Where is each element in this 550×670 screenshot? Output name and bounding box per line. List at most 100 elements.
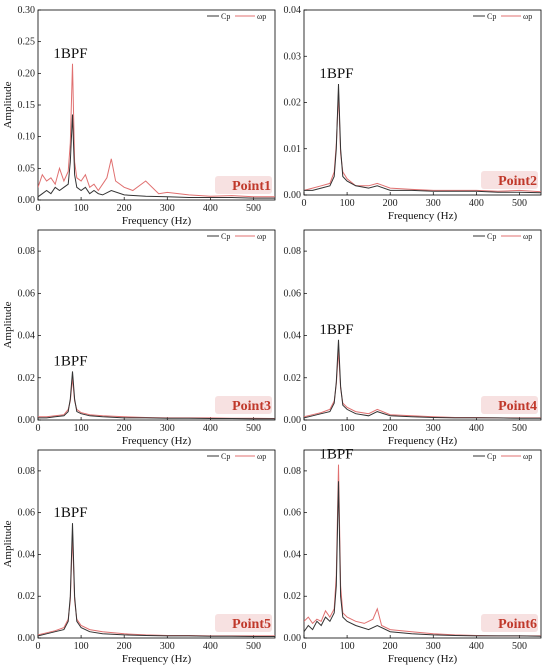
peak-annotation: 1BPF [53,46,87,62]
legend-label-omega-p: ωp [523,12,532,21]
x-tick-label: 400 [203,203,218,214]
x-tick-label: 500 [512,641,527,652]
legend-label-cp: Cp [221,232,230,241]
y-tick-label: 0.30 [18,5,36,16]
point-label-background [215,614,272,632]
x-tick-label: 300 [160,203,175,214]
series-line-cp [38,523,275,637]
x-tick-label: 200 [383,641,398,652]
plot-frame [37,229,276,421]
series-line-omega-p [304,464,541,637]
x-tick-label: 100 [340,423,355,434]
y-tick-label: 0.25 [18,37,36,48]
y-tick-label: 0.10 [18,132,36,143]
peak-annotation: 1BPF [319,322,353,338]
plot-frame [37,449,276,639]
point-label: Point2 [498,174,537,189]
x-axis-label: Frequency (Hz) [122,215,192,227]
x-tick-label: 0 [302,423,307,434]
x-tick-label: 0 [36,203,41,214]
legend-label-cp: Cp [221,12,230,21]
y-tick-label: 0.04 [284,5,302,16]
y-tick-label: 0.08 [18,246,36,257]
point-label: Point4 [498,399,537,414]
x-axis-label: Frequency (Hz) [388,653,458,665]
x-tick-label: 400 [203,641,218,652]
y-tick-label: 0.06 [18,288,36,299]
y-tick-label: 0.06 [284,288,302,299]
y-tick-label: 0.02 [284,98,302,109]
peak-annotation: 1BPF [53,505,87,521]
legend-label-cp: Cp [221,452,230,461]
x-tick-label: 400 [203,423,218,434]
x-tick-label: 300 [426,423,441,434]
x-axis-label: Frequency (Hz) [388,210,458,222]
y-tick-label: 0.08 [18,466,36,477]
x-tick-label: 200 [383,198,398,209]
x-axis-label: Frequency (Hz) [122,435,192,447]
legend-label-cp: Cp [487,452,496,461]
chart-panel-1: 0 100 200 300 400 500 0.00 0.05 0.10 0.15 0.20 0.25… [2,5,276,227]
series-line-cp [38,114,275,199]
y-tick-label: 0.03 [284,51,302,62]
y-tick-label: 0.00 [18,195,36,206]
x-tick-label: 0 [36,423,41,434]
y-tick-label: 0.04 [18,331,36,342]
x-tick-label: 200 [117,203,132,214]
y-tick-label: 0.04 [18,549,36,560]
y-tick-label: 0.08 [284,466,302,477]
x-tick-label: 300 [426,198,441,209]
y-tick-label: 0.06 [284,508,302,519]
x-tick-label: 100 [74,423,89,434]
x-tick-label: 0 [302,641,307,652]
y-tick-label: 0.05 [18,163,36,174]
plot-frame [303,229,542,421]
y-tick-label: 0.02 [284,373,302,384]
y-tick-label: 0.00 [284,190,302,201]
legend-label-omega-p: ωp [257,232,266,241]
legend-label-cp: Cp [487,232,496,241]
y-tick-label: 0.02 [18,373,36,384]
point-label-background [215,176,272,194]
x-tick-label: 200 [117,423,132,434]
x-tick-label: 300 [160,423,175,434]
point-label: Point5 [232,617,271,632]
legend-label-omega-p: ωp [523,452,532,461]
x-tick-label: 300 [426,641,441,652]
chart-panel-5: 0 100 200 300 400 500 0.00 0.02 0.04 0.06 0.08 Freq… [2,449,276,665]
x-tick-label: 100 [74,203,89,214]
x-tick-label: 200 [383,423,398,434]
chart-panel-6: 0 100 200 300 400 500 0.00 0.02 0.04 0.06 0.08 Freq… [284,447,542,665]
y-tick-label: 0.01 [284,144,302,155]
x-tick-label: 500 [246,641,261,652]
x-tick-label: 400 [469,423,484,434]
point-label-background [481,614,538,632]
legend-label-omega-p: ωp [257,12,266,21]
y-axis-label: Amplitude [2,301,14,348]
x-tick-label: 500 [246,203,261,214]
y-tick-label: 0.08 [284,246,302,257]
x-tick-label: 500 [512,423,527,434]
y-tick-label: 0.00 [18,415,36,426]
point-label-background [481,171,538,189]
legend-label-omega-p: ωp [257,452,266,461]
y-tick-label: 0.04 [284,549,302,560]
x-tick-label: 100 [74,641,89,652]
y-axis-label: Amplitude [2,81,14,128]
series-line-cp [304,481,541,637]
x-tick-label: 500 [512,198,527,209]
series-line-cp [38,371,275,420]
x-tick-label: 300 [160,641,175,652]
point-label-background [215,396,272,414]
point-label: Point3 [232,399,271,414]
y-axis-label: Amplitude [2,520,14,567]
x-tick-label: 500 [246,423,261,434]
y-tick-label: 0.15 [18,100,36,111]
y-tick-label: 0.00 [284,415,302,426]
x-tick-label: 100 [340,198,355,209]
y-tick-label: 0.20 [18,68,36,79]
series-line-omega-p [38,63,275,198]
x-tick-label: 200 [117,641,132,652]
peak-annotation: 1BPF [319,66,353,82]
legend-label-omega-p: ωp [523,232,532,241]
